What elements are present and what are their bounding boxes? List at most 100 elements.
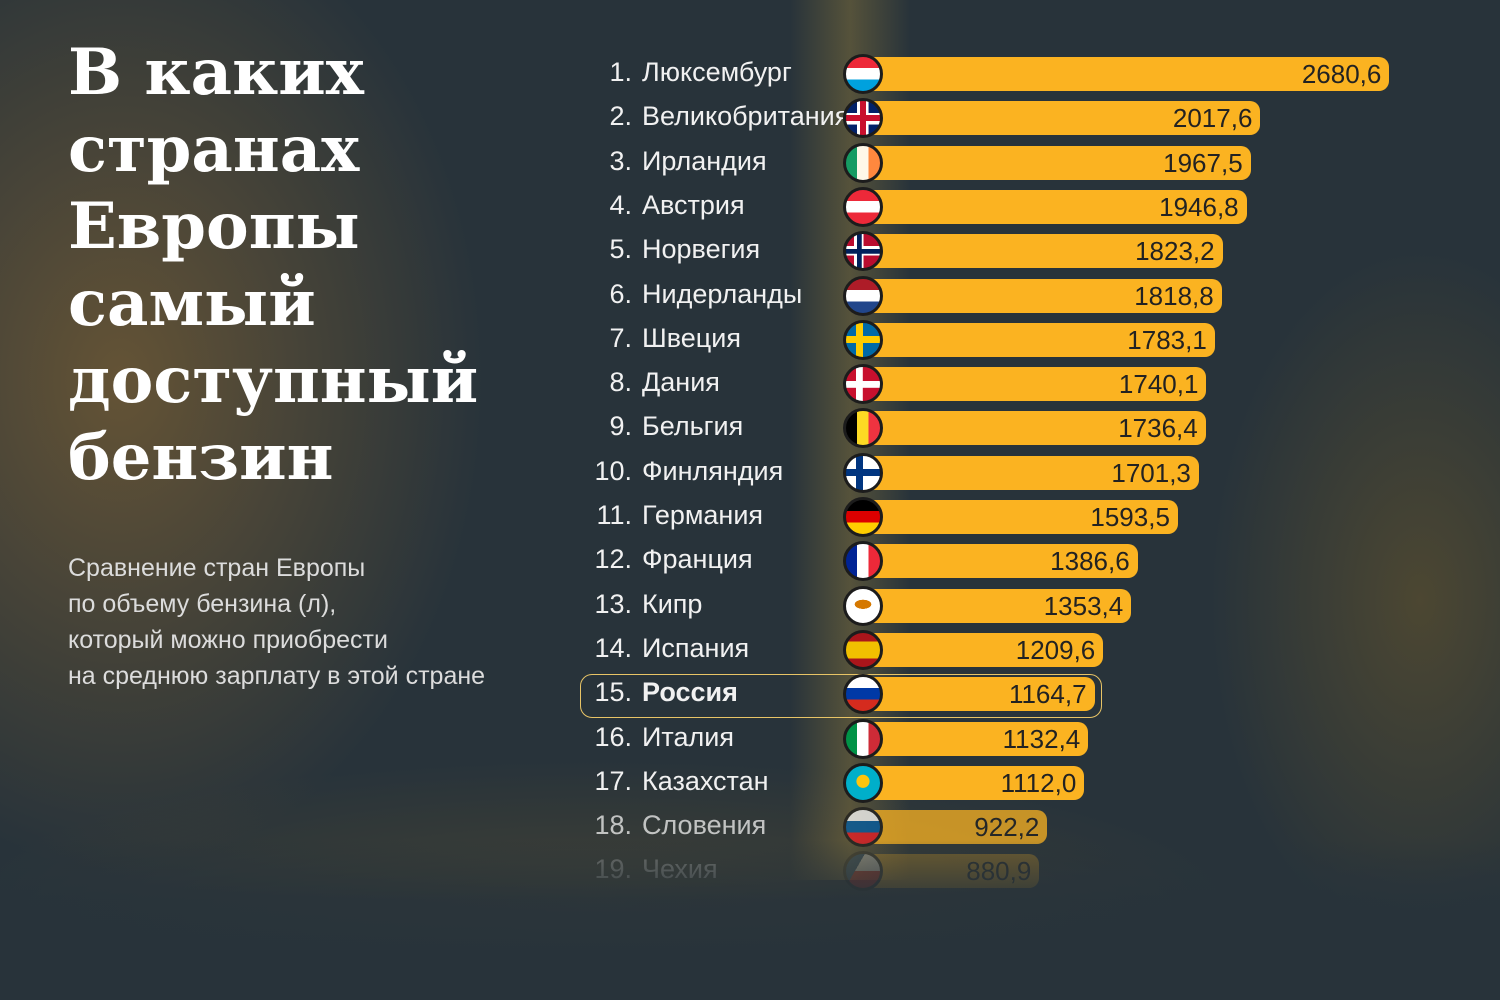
bar: 1112,0 — [860, 765, 1085, 800]
rank-label: 8. — [609, 367, 632, 398]
country-name: Австрия — [642, 189, 745, 220]
value-label: 1783,1 — [1127, 324, 1207, 355]
rank-label: 11. — [596, 500, 632, 530]
bar-row-ru: 15. Россия 1164,7 — [580, 673, 1400, 717]
bar-row-it: 16. Италия 1132,4 — [580, 718, 1400, 762]
bar-row-nl: 6. Нидерланды 1818,8 — [580, 275, 1400, 319]
country-label: 14. Испания — [580, 633, 830, 664]
country-label: 9. Бельгия — [580, 411, 830, 442]
bar-row-kz: 17. Казахстан 1112,0 — [580, 762, 1400, 806]
value-label: 1740,1 — [1118, 369, 1199, 400]
rank-label: 17. — [594, 765, 632, 796]
country-name: Кипр — [642, 588, 703, 619]
country-name: Бельгия — [642, 411, 744, 442]
flag-cy-icon — [843, 585, 883, 626]
bar: 1701,3 — [860, 455, 1199, 490]
bar-row-cy: 13. Кипр 1353,4 — [580, 585, 1400, 629]
country-name: Ирландия — [642, 145, 767, 176]
flag-nl-icon — [843, 275, 883, 316]
flag-gb-icon — [843, 98, 883, 139]
bar-row-es: 14. Испания 1209,6 — [580, 629, 1400, 673]
flag-at-icon — [843, 186, 883, 227]
rank-label: 18. — [594, 810, 632, 841]
bar-row-be: 9. Бельгия 1736,4 — [580, 407, 1400, 451]
bar: 1740,1 — [860, 367, 1207, 402]
bar-row-se: 7. Швеция 1783,1 — [580, 319, 1400, 363]
bar: 2017,6 — [860, 101, 1261, 136]
rank-label: 3. — [609, 145, 632, 176]
flag-no-icon — [843, 231, 883, 272]
country-name: Словения — [642, 810, 767, 841]
bar: 1736,4 — [860, 411, 1206, 446]
rank-label: 12. — [594, 544, 632, 575]
value-label: 1967,5 — [1163, 147, 1243, 178]
bar: 1164,7 — [860, 677, 1095, 712]
flag-lu-icon — [843, 54, 883, 94]
flag-fi-icon — [843, 452, 883, 493]
value-label: 1736,4 — [1118, 413, 1198, 444]
bar: 1209,6 — [860, 632, 1104, 667]
value-label: 1701,3 — [1111, 457, 1191, 488]
country-label: 5. Норвегия — [580, 234, 830, 265]
country-label: 7. Швеция — [580, 323, 830, 354]
value-label: 1132,4 — [1002, 723, 1081, 754]
country-label: 3. Ирландия — [580, 146, 830, 177]
bar-row-lu: 1. Люксембург 2680,6 — [580, 53, 1400, 97]
country-name: Норвегия — [642, 234, 761, 265]
rank-label: 2. — [609, 101, 632, 132]
subtitle: Сравнение стран Европы по объему бензина… — [68, 554, 486, 690]
country-name: Швеция — [642, 322, 741, 353]
flag-dk-icon — [843, 364, 883, 405]
flag-de-icon — [843, 497, 883, 537]
flag-it-icon — [843, 718, 883, 759]
bar: 1593,5 — [860, 500, 1178, 534]
rank-label: 15. — [594, 677, 632, 708]
rank-label: 13. — [594, 588, 632, 619]
bar: 1946,8 — [860, 189, 1247, 224]
value-label: 2680,6 — [1301, 59, 1382, 89]
value-label: 1353,4 — [1043, 590, 1124, 621]
bar-row-gb: 2. Великобритания 2017,6 — [580, 97, 1400, 141]
country-label: 8. Дания — [580, 367, 830, 398]
rank-label: 7. — [609, 322, 632, 353]
country-name: Россия — [642, 677, 738, 708]
rank-label: 4. — [609, 189, 632, 220]
bar-row-dk: 8. Дания 1740,1 — [580, 363, 1400, 407]
value-label: 1593,5 — [1090, 502, 1170, 532]
flag-fr-icon — [843, 541, 883, 582]
flag-kz-icon — [843, 762, 883, 803]
rank-label: 16. — [594, 721, 632, 752]
value-label: 1946,8 — [1159, 191, 1239, 222]
bar: 2680,6 — [860, 57, 1390, 91]
flag-ie-icon — [843, 142, 883, 183]
country-label: 13. Кипр — [580, 589, 830, 620]
country-label: 15. Россия — [580, 677, 830, 708]
country-label: 12. Франция — [580, 544, 830, 575]
country-label: 4. Австрия — [580, 190, 830, 221]
bar: 1132,4 — [860, 721, 1089, 756]
country-name: Франция — [642, 544, 753, 575]
value-label: 2017,6 — [1172, 103, 1253, 134]
country-label: 10. Финляндия — [580, 456, 830, 487]
bar: 1967,5 — [860, 145, 1251, 180]
rank-label: 14. — [594, 632, 632, 663]
bar-row-ie: 3. Ирландия 1967,5 — [580, 142, 1400, 186]
highlight-russia-frame — [580, 674, 1102, 718]
value-label: 1209,6 — [1015, 634, 1096, 665]
country-label: 2. Великобритания — [580, 101, 849, 132]
rank-label: 1. — [609, 57, 632, 87]
country-label: 11. Германия — [580, 500, 830, 531]
bar: 1386,6 — [860, 544, 1138, 579]
bar: 1783,1 — [860, 322, 1215, 357]
country-name: Люксембург — [642, 57, 792, 87]
bar: 1823,2 — [860, 234, 1223, 269]
value-label: 1164,7 — [1008, 679, 1087, 710]
value-label: 922,2 — [974, 812, 1040, 843]
bar-row-si: 18. Словения 922,2 — [580, 806, 1400, 850]
bar-row-fi: 10. Финляндия 1701,3 — [580, 452, 1400, 496]
flag-es-icon — [843, 629, 883, 670]
value-label: 1386,6 — [1050, 546, 1130, 577]
country-name: Испания — [642, 632, 750, 663]
country-name: Великобритания — [642, 101, 850, 132]
value-label: 1818,8 — [1134, 280, 1214, 311]
